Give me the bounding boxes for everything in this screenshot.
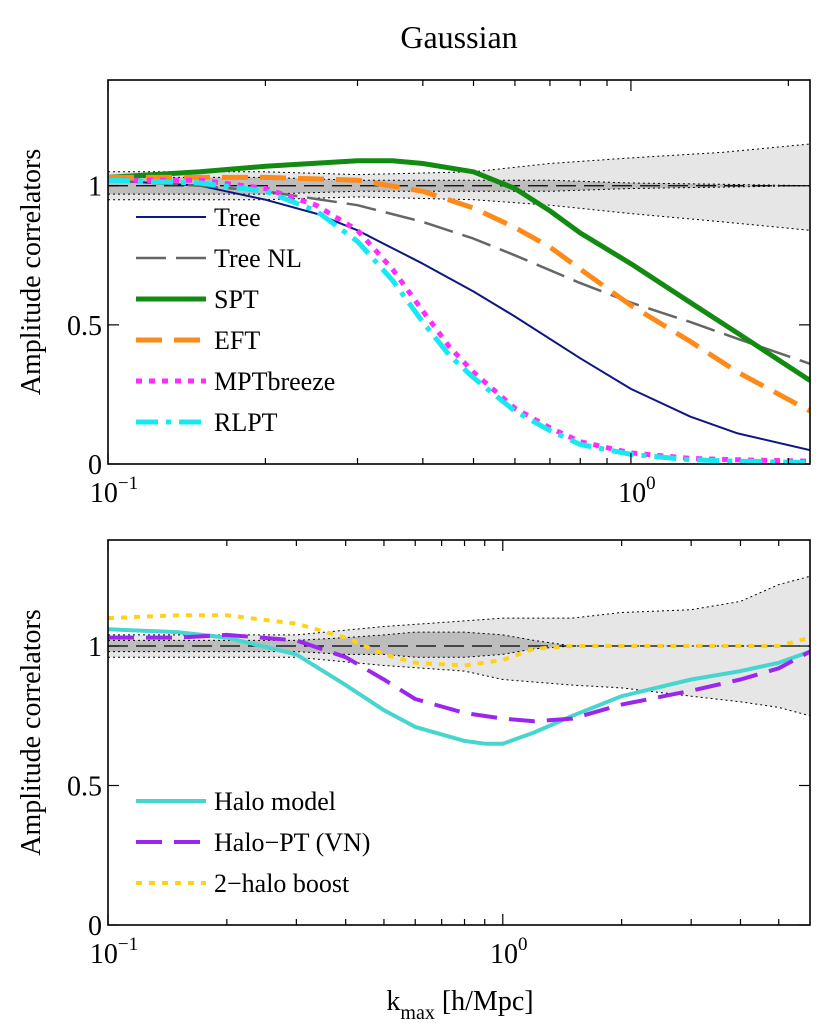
legend-label: RLPT (214, 408, 278, 437)
series-halo-model (108, 627, 810, 746)
legend-label: SPT (214, 285, 259, 314)
y-tick-label: 0 (88, 450, 102, 481)
legend-label: EFT (214, 326, 260, 355)
chart-title: Gaussian (400, 19, 517, 55)
y-tick-label: 0 (88, 911, 102, 942)
legend: Halo model Halo−PT (VN) 2−halo boost (136, 787, 370, 898)
y-tick-label: 1 (88, 172, 102, 203)
legend-label: 2−halo boost (214, 869, 350, 898)
plot-area (108, 143, 810, 464)
inner-band-upper-edge (108, 176, 810, 187)
series-halo-pt-vn- (108, 632, 810, 724)
inner-band-lower-edge (108, 645, 810, 658)
axes-frame (107, 79, 811, 465)
y-tick-label: 1 (88, 632, 102, 663)
legend-label: Tree (214, 203, 261, 232)
legend-label: Tree NL (214, 244, 302, 273)
y-tick-label: 0.5 (67, 311, 102, 342)
outer-band-upper-edge (108, 575, 810, 636)
series-tree (108, 179, 810, 452)
legend: Tree Tree NL SPT EFT MPTbreeze RLPT (136, 203, 335, 437)
series-rlpt (108, 177, 810, 464)
y-axis-label: Amplitude correlators (16, 149, 47, 395)
series-spt (108, 158, 810, 383)
legend-label: Halo model (214, 787, 336, 816)
axes-frame (107, 539, 811, 926)
legend-label: Halo−PT (VN) (214, 828, 370, 857)
y-tick-label: 0.5 (67, 772, 102, 803)
legend-label: MPTbreeze (214, 367, 335, 396)
x-tick-label: 100 (490, 934, 528, 970)
outer-band-lower-edge (108, 656, 810, 717)
y-axis-label: Amplitude correlators (16, 609, 47, 855)
series-eft (108, 174, 810, 414)
x-tick-label: 100 (618, 473, 656, 509)
plot-area (108, 575, 810, 746)
outer-band-lower-edge (108, 196, 810, 231)
x-axis-label: kmax [h/Mpc] (386, 986, 533, 1024)
inner-band-lower-edge (108, 185, 810, 195)
